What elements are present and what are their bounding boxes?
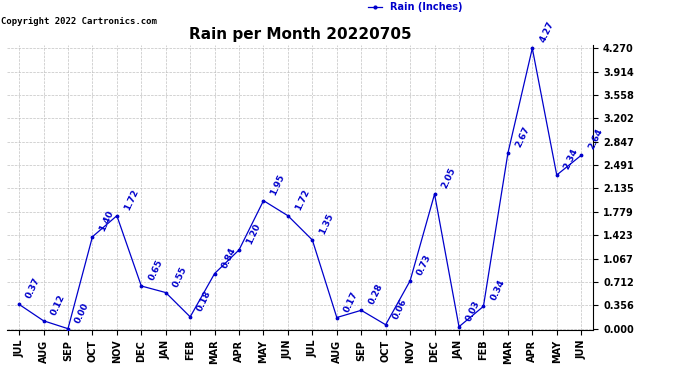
Text: 2.34: 2.34 [562, 147, 580, 171]
Text: 0.73: 0.73 [415, 253, 433, 277]
Title: Rain per Month 20220705: Rain per Month 20220705 [189, 27, 411, 42]
Text: 0.34: 0.34 [489, 278, 506, 302]
Text: 0.65: 0.65 [147, 258, 164, 282]
Text: 0.17: 0.17 [342, 290, 360, 314]
Text: 2.64: 2.64 [586, 127, 604, 151]
Text: 0.06: 0.06 [391, 297, 408, 321]
Legend: Rain (Inches): Rain (Inches) [364, 0, 466, 16]
Text: 1.40: 1.40 [98, 209, 115, 232]
Text: 2.67: 2.67 [513, 125, 531, 149]
Text: Copyright 2022 Cartronics.com: Copyright 2022 Cartronics.com [1, 16, 157, 26]
Text: 0.03: 0.03 [464, 299, 482, 322]
Text: 1.95: 1.95 [269, 172, 286, 196]
Text: 0.55: 0.55 [171, 265, 189, 288]
Text: 0.84: 0.84 [220, 246, 237, 269]
Text: 1.20: 1.20 [245, 222, 262, 246]
Text: 1.72: 1.72 [122, 188, 140, 211]
Text: 4.27: 4.27 [538, 20, 555, 44]
Text: 1.72: 1.72 [293, 188, 311, 211]
Text: 0.12: 0.12 [49, 293, 66, 316]
Text: 0.18: 0.18 [196, 289, 213, 313]
Text: 0.37: 0.37 [25, 276, 42, 300]
Text: 1.35: 1.35 [318, 212, 335, 236]
Text: 0.00: 0.00 [74, 301, 91, 324]
Text: 2.05: 2.05 [440, 166, 457, 190]
Text: 0.28: 0.28 [367, 282, 384, 306]
